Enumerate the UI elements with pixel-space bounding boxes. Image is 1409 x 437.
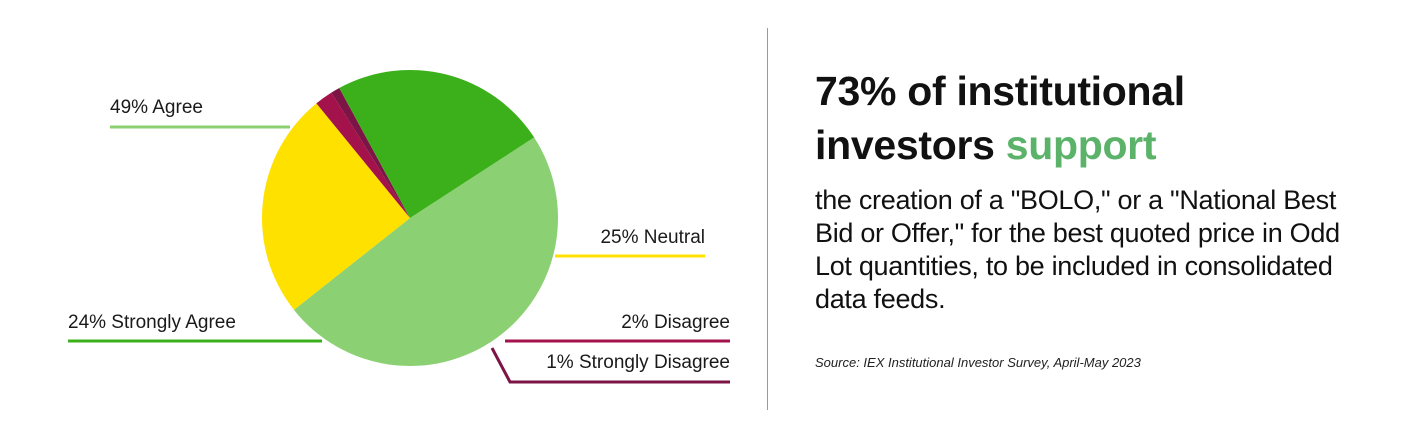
description: the creation of a "BOLO," or a "National… [815, 185, 1340, 314]
slice-label-0: 49% Agree [110, 97, 203, 118]
headline-prefix: investors [815, 122, 1006, 168]
leader-line-3 [490, 347, 730, 384]
headline-line-1: 73% of institutional [815, 68, 1185, 114]
headline-line-2: investors support [815, 118, 1375, 172]
pie-slice-4 [339, 69, 535, 218]
headline: 73% of institutional investors support [815, 64, 1375, 172]
divider [767, 28, 768, 410]
pie-slice-2 [316, 92, 410, 218]
slice-label-4: 24% Strongly Agree [68, 312, 236, 333]
slice-label-2: 2% Disagree [621, 312, 730, 333]
headline-accent: support [1005, 122, 1157, 168]
pie-slice-3 [331, 87, 410, 218]
pie-slice-1 [262, 103, 410, 310]
pie-chart: 49% Agree 25% Neutral 2% Disagree 1% Strong… [68, 69, 730, 384]
source-note: Source: IEX Institutional Investor Surve… [815, 355, 1141, 370]
slice-label-1: 25% Neutral [600, 227, 705, 248]
pie-slice-0 [293, 137, 558, 366]
slice-label-3: 1% Strongly Disagree [546, 352, 730, 373]
